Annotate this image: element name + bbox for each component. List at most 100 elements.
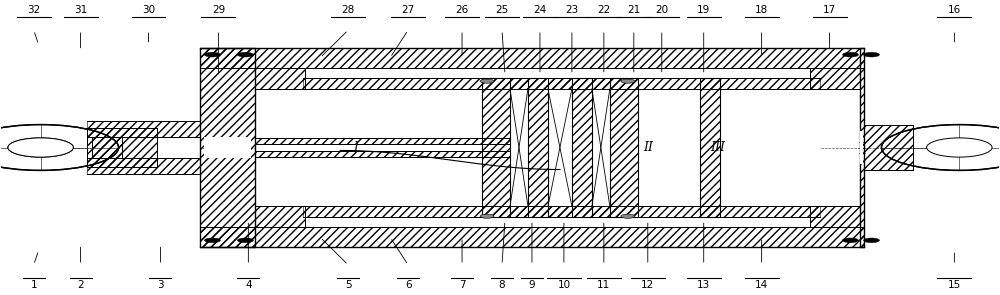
Bar [810, 206, 860, 227]
Text: 5: 5 [345, 280, 352, 290]
Bar [255, 151, 510, 158]
Bar [592, 78, 610, 89]
Circle shape [863, 52, 879, 57]
Text: 25: 25 [495, 5, 509, 15]
Bar [200, 48, 255, 247]
Circle shape [621, 214, 635, 218]
Text: 3: 3 [157, 280, 164, 290]
Bar [881, 124, 1000, 171]
Text: III: III [710, 141, 725, 154]
Text: II: II [643, 141, 653, 154]
Text: 22: 22 [597, 5, 610, 15]
Bar [572, 78, 592, 217]
Bar [303, 89, 820, 206]
Text: 16: 16 [948, 5, 961, 15]
Circle shape [843, 52, 859, 57]
Bar [303, 206, 820, 217]
Bar [610, 78, 638, 217]
Text: 18: 18 [755, 5, 768, 15]
Text: 1: 1 [30, 280, 37, 290]
Bar [548, 78, 572, 89]
Text: 2: 2 [77, 280, 84, 290]
Bar [255, 68, 305, 89]
Text: 11: 11 [597, 280, 610, 290]
Text: 17: 17 [823, 5, 836, 15]
Text: 31: 31 [74, 5, 87, 15]
Bar [638, 89, 700, 206]
Circle shape [8, 138, 73, 157]
Bar [87, 158, 200, 174]
Text: 8: 8 [499, 280, 505, 290]
Circle shape [204, 52, 220, 57]
Bar [255, 144, 510, 151]
Text: 14: 14 [755, 280, 768, 290]
Bar [860, 131, 863, 164]
Bar [860, 48, 864, 247]
Bar [303, 78, 820, 89]
Text: 24: 24 [533, 5, 547, 15]
Text: 29: 29 [212, 5, 225, 15]
Bar [548, 89, 572, 206]
Bar [510, 89, 528, 206]
Text: 4: 4 [245, 280, 252, 290]
Bar [200, 48, 864, 68]
Text: 7: 7 [459, 280, 465, 290]
Text: 19: 19 [697, 5, 710, 15]
Text: 23: 23 [565, 5, 579, 15]
Bar [0, 124, 119, 171]
Bar [92, 137, 122, 158]
Bar [255, 137, 510, 144]
Circle shape [480, 214, 494, 218]
Bar [592, 206, 610, 217]
Text: 27: 27 [402, 5, 415, 15]
Bar [510, 78, 528, 89]
Bar [204, 137, 251, 158]
Text: 9: 9 [529, 280, 535, 290]
Text: 32: 32 [27, 5, 40, 15]
Bar [255, 206, 305, 227]
Text: 26: 26 [455, 5, 469, 15]
Circle shape [204, 238, 220, 243]
Bar [860, 48, 864, 247]
Bar [200, 48, 255, 247]
Text: 21: 21 [627, 5, 640, 15]
Circle shape [863, 238, 879, 243]
Circle shape [237, 238, 253, 243]
Circle shape [621, 79, 635, 83]
Circle shape [480, 79, 494, 83]
Circle shape [8, 138, 73, 157]
Bar [92, 137, 122, 158]
Bar [720, 89, 818, 206]
Bar [510, 206, 528, 217]
Bar [528, 78, 548, 217]
Bar [87, 137, 200, 158]
Circle shape [237, 52, 253, 57]
Bar [87, 128, 157, 167]
Bar [528, 78, 548, 217]
Text: 15: 15 [948, 280, 961, 290]
Text: 6: 6 [405, 280, 411, 290]
Bar [482, 78, 510, 217]
Bar [700, 78, 720, 217]
Bar [700, 78, 720, 217]
Bar [610, 78, 638, 217]
Bar [810, 68, 860, 89]
Bar [864, 125, 913, 170]
Bar [592, 89, 610, 206]
Bar [255, 68, 305, 89]
Bar [572, 78, 592, 217]
Bar [548, 206, 572, 217]
Bar [200, 227, 864, 247]
Text: 28: 28 [342, 5, 355, 15]
Bar [255, 206, 305, 227]
Text: 12: 12 [641, 280, 654, 290]
Circle shape [843, 238, 859, 243]
Bar [482, 78, 510, 217]
Text: 10: 10 [557, 280, 570, 290]
Bar [810, 68, 860, 89]
Text: I: I [353, 141, 358, 154]
Text: 20: 20 [655, 5, 668, 15]
Bar [810, 206, 860, 227]
Text: 30: 30 [142, 5, 155, 15]
Circle shape [927, 138, 992, 157]
